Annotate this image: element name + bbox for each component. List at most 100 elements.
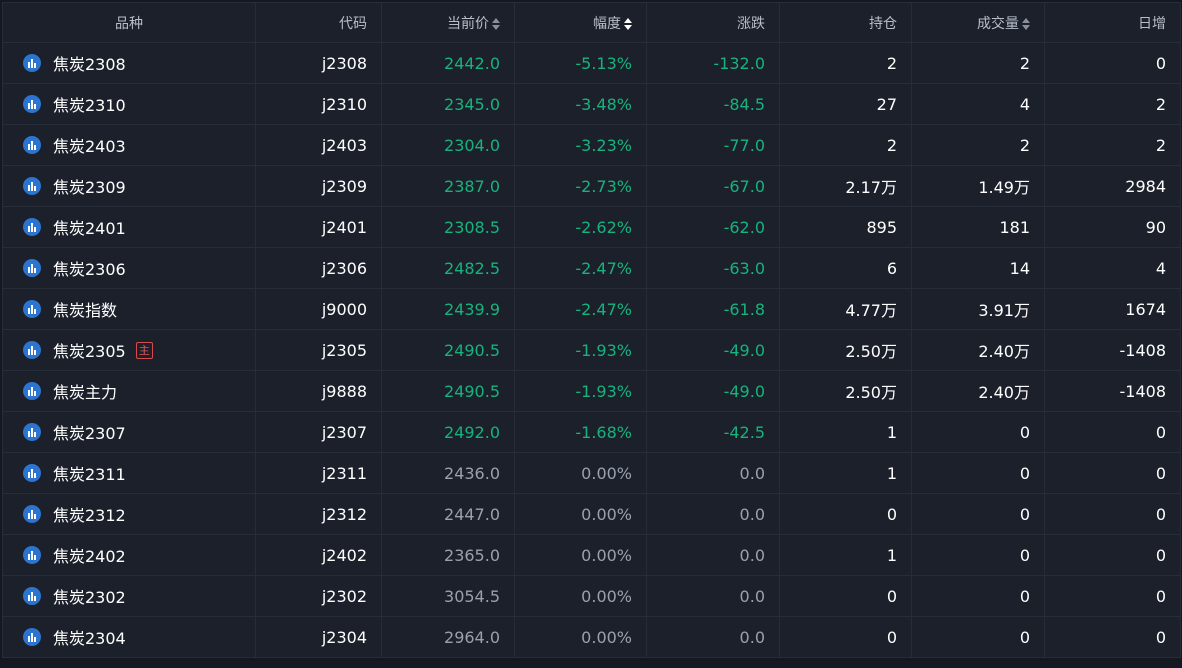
bar-chart-icon[interactable]	[23, 259, 41, 277]
cell-name[interactable]: 焦炭2307	[2, 411, 256, 453]
cell-pct: 0.00%	[514, 575, 647, 617]
cell-daily-change: 2	[1044, 83, 1181, 125]
bar-chart-icon[interactable]	[23, 464, 41, 482]
table-row[interactable]: 焦炭2312 j2312 2447.0 0.00% 0.0 0 0 0	[2, 493, 1181, 535]
table-header-row: 品种 代码 当前价 幅度 涨跌 持仓 成交量 日增	[2, 2, 1181, 43]
cell-name[interactable]: 焦炭2305 主	[2, 329, 256, 371]
bar-chart-icon[interactable]	[23, 300, 41, 318]
table-row[interactable]: 焦炭2307 j2307 2492.0 -1.68% -42.5 1 0 0	[2, 411, 1181, 453]
cell-name[interactable]: 焦炭指数	[2, 288, 256, 330]
bar-chart-icon[interactable]	[23, 587, 41, 605]
table-row[interactable]: 焦炭2403 j2403 2304.0 -3.23% -77.0 2 2 2	[2, 124, 1181, 166]
cell-price: 2964.0	[381, 616, 515, 658]
bar-chart-icon[interactable]	[23, 54, 41, 72]
bar-chart-icon[interactable]	[23, 95, 41, 113]
bar-chart-icon[interactable]	[23, 341, 41, 359]
cell-code: j2307	[255, 411, 382, 453]
table-row[interactable]: 焦炭指数 j9000 2439.9 -2.47% -61.8 4.77万 3.91万 1674	[2, 288, 1181, 330]
column-header-oi-label: 持仓	[869, 15, 897, 32]
cell-volume: 14	[911, 247, 1045, 289]
cell-name[interactable]: 焦炭2306	[2, 247, 256, 289]
column-header-pct-label: 幅度	[593, 15, 621, 32]
bar-chart-icon[interactable]	[23, 136, 41, 154]
cell-code: j2402	[255, 534, 382, 576]
contract-name: 焦炭2402	[53, 547, 126, 566]
bar-chart-icon[interactable]	[23, 628, 41, 646]
column-header-open-interest[interactable]: 持仓	[779, 2, 912, 43]
cell-volume: 0	[911, 411, 1045, 453]
cell-name[interactable]: 焦炭2309	[2, 165, 256, 207]
table-row[interactable]: 焦炭2304 j2304 2964.0 0.00% 0.0 0 0 0	[2, 616, 1181, 658]
column-header-code[interactable]: 代码	[255, 2, 382, 43]
table-row[interactable]: 焦炭2310 j2310 2345.0 -3.48% -84.5 27 4 2	[2, 83, 1181, 125]
table-row[interactable]: 焦炭2309 j2309 2387.0 -2.73% -67.0 2.17万 1.49万 29…	[2, 165, 1181, 207]
column-header-change[interactable]: 涨跌	[646, 2, 780, 43]
table-row[interactable]: 焦炭主力 j9888 2490.5 -1.93% -49.0 2.50万 2.40万 -140…	[2, 370, 1181, 412]
column-header-change-label: 涨跌	[737, 15, 765, 32]
table-row[interactable]: 焦炭2306 j2306 2482.5 -2.47% -63.0 6 14 4	[2, 247, 1181, 289]
cell-code: j2403	[255, 124, 382, 166]
cell-daily-change: 0	[1044, 534, 1181, 576]
cell-pct: 0.00%	[514, 452, 647, 494]
column-header-name[interactable]: 品种	[2, 2, 256, 43]
table-row[interactable]: 焦炭2401 j2401 2308.5 -2.62% -62.0 895 181 90	[2, 206, 1181, 248]
cell-volume: 0	[911, 616, 1045, 658]
sort-active-icon[interactable]	[624, 17, 632, 30]
cell-price: 2308.5	[381, 206, 515, 248]
contract-name: 焦炭主力	[53, 383, 118, 402]
cell-code: j9888	[255, 370, 382, 412]
cell-change: 0.0	[646, 534, 780, 576]
sort-icon[interactable]	[492, 17, 500, 30]
bar-chart-icon[interactable]	[23, 382, 41, 400]
table-row[interactable]: 焦炭2402 j2402 2365.0 0.00% 0.0 1 0 0	[2, 534, 1181, 576]
cell-open-interest: 895	[779, 206, 912, 248]
cell-change: -84.5	[646, 83, 780, 125]
cell-name[interactable]: 焦炭2302	[2, 575, 256, 617]
cell-name[interactable]: 焦炭主力	[2, 370, 256, 412]
cell-name[interactable]: 焦炭2402	[2, 534, 256, 576]
cell-daily-change: 0	[1044, 493, 1181, 535]
column-header-pct[interactable]: 幅度	[514, 2, 647, 43]
cell-name[interactable]: 焦炭2311	[2, 452, 256, 494]
cell-daily-change: 0	[1044, 411, 1181, 453]
cell-name[interactable]: 焦炭2403	[2, 124, 256, 166]
contract-name: 焦炭2310	[53, 96, 126, 115]
column-header-volume[interactable]: 成交量	[911, 2, 1045, 43]
cell-change: 0.0	[646, 575, 780, 617]
cell-volume: 181	[911, 206, 1045, 248]
table-row[interactable]: 焦炭2311 j2311 2436.0 0.00% 0.0 1 0 0	[2, 452, 1181, 494]
column-header-day-label: 日增	[1138, 15, 1166, 32]
contract-name: 焦炭2308	[53, 55, 126, 74]
cell-pct: 0.00%	[514, 616, 647, 658]
cell-volume: 2	[911, 42, 1045, 84]
cell-volume: 2.40万	[911, 329, 1045, 371]
cell-change: -62.0	[646, 206, 780, 248]
column-header-price[interactable]: 当前价	[381, 2, 515, 43]
cell-name[interactable]: 焦炭2312	[2, 493, 256, 535]
bar-chart-icon[interactable]	[23, 505, 41, 523]
cell-price: 3054.5	[381, 575, 515, 617]
cell-open-interest: 4.77万	[779, 288, 912, 330]
cell-name[interactable]: 焦炭2310	[2, 83, 256, 125]
cell-open-interest: 1	[779, 452, 912, 494]
cell-volume: 0	[911, 534, 1045, 576]
bar-chart-icon[interactable]	[23, 218, 41, 236]
cell-name[interactable]: 焦炭2308	[2, 42, 256, 84]
table-row[interactable]: 焦炭2302 j2302 3054.5 0.00% 0.0 0 0 0	[2, 575, 1181, 617]
table-row[interactable]: 焦炭2308 j2308 2442.0 -5.13% -132.0 2 2 0	[2, 42, 1181, 84]
bar-chart-icon[interactable]	[23, 177, 41, 195]
cell-name[interactable]: 焦炭2304	[2, 616, 256, 658]
bar-chart-icon[interactable]	[23, 546, 41, 564]
column-header-daily-change[interactable]: 日增	[1044, 2, 1181, 43]
sort-icon[interactable]	[1022, 17, 1030, 30]
cell-daily-change: 2984	[1044, 165, 1181, 207]
cell-change: -42.5	[646, 411, 780, 453]
cell-open-interest: 6	[779, 247, 912, 289]
main-contract-badge: 主	[135, 341, 153, 359]
bar-chart-icon[interactable]	[23, 423, 41, 441]
cell-code: j2312	[255, 493, 382, 535]
table-row[interactable]: 焦炭2305 主 j2305 2490.5 -1.93% -49.0 2.50万 2.40万 -…	[2, 329, 1181, 371]
cell-name[interactable]: 焦炭2401	[2, 206, 256, 248]
cell-price: 2492.0	[381, 411, 515, 453]
